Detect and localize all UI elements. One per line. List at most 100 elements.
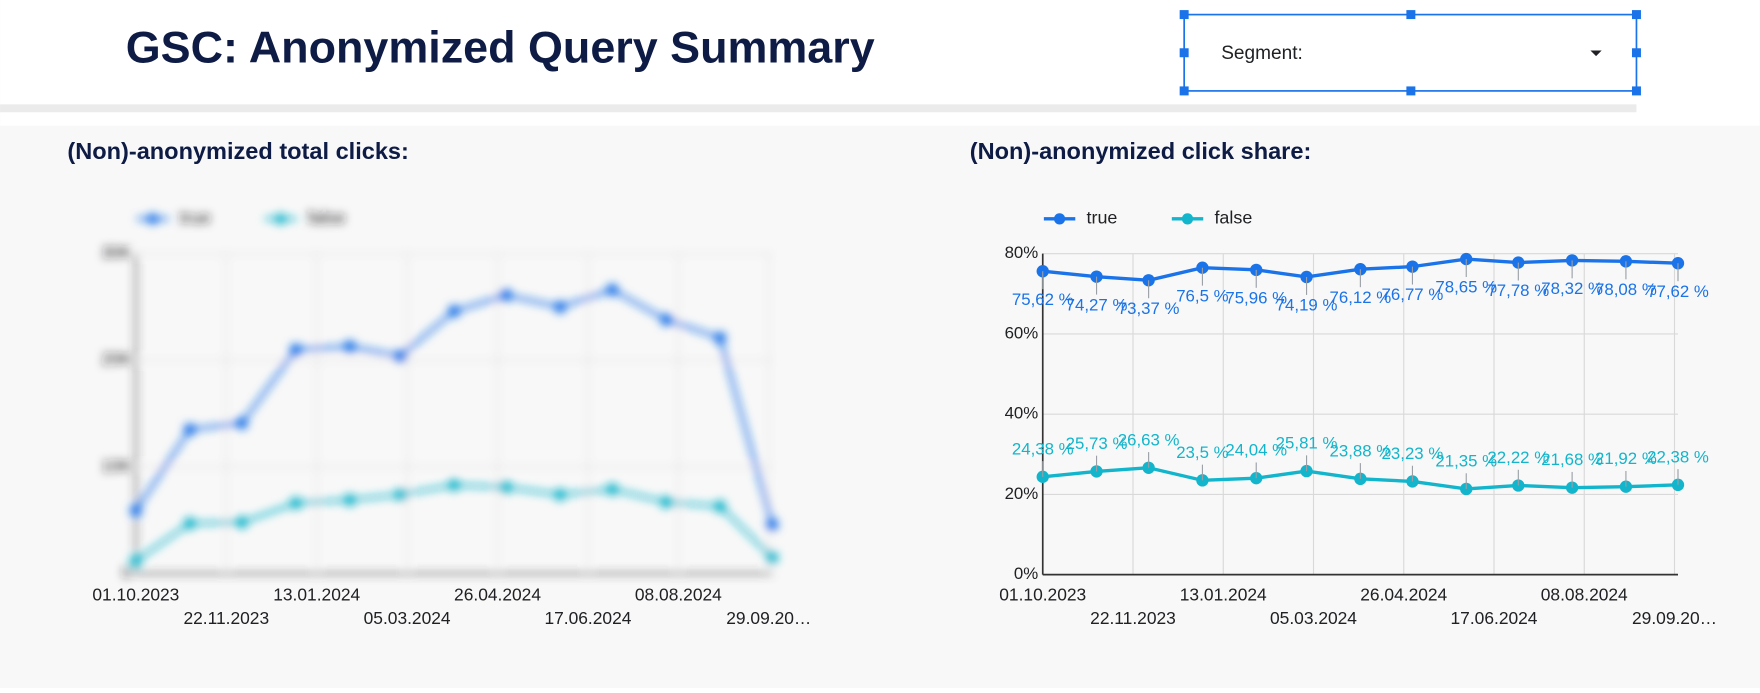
- legend-dot: [1053, 213, 1066, 225]
- data-point: [766, 518, 779, 531]
- data-point: [766, 551, 779, 564]
- data-label: 23,88 %: [1329, 441, 1391, 460]
- y-tick-label: 10K: [101, 456, 132, 475]
- data-label: 21,35 %: [1435, 451, 1497, 470]
- data-label: 25,73 %: [1066, 434, 1128, 453]
- data-label: 21,68 %: [1541, 450, 1603, 469]
- x-tick-label: 17.06.2024: [544, 608, 631, 628]
- header-divider: [0, 104, 1637, 113]
- segment-control[interactable]: Segment:: [1179, 10, 1641, 96]
- data-point: [500, 289, 513, 302]
- data-point: [606, 283, 619, 297]
- data-point: [183, 423, 196, 436]
- x-tick-label: 01.10.2023: [999, 585, 1086, 605]
- legend-label: true: [180, 208, 211, 228]
- x-tick-label: 05.03.2024: [1270, 608, 1357, 628]
- data-point: [129, 554, 143, 567]
- data-label: 22,22 %: [1487, 448, 1549, 467]
- legend-label: false: [308, 208, 346, 228]
- y-tick-label: 80%: [1005, 243, 1039, 262]
- segment-label: Segment:: [1221, 43, 1303, 64]
- data-label: 76,5 %: [1176, 286, 1228, 305]
- data-label: 75,96 %: [1225, 288, 1287, 307]
- data-point: [500, 480, 513, 494]
- y-tick-label: 0: [122, 563, 131, 582]
- page-title: GSC: Anonymized Query Summary: [126, 21, 875, 72]
- data-label: 78,65 %: [1435, 278, 1497, 297]
- x-tick-label: 29.09.20…: [1632, 608, 1717, 628]
- data-label: 25,81 %: [1276, 434, 1338, 453]
- data-label: 77,62 %: [1647, 282, 1709, 301]
- y-tick-label: 0%: [1014, 564, 1038, 583]
- data-label: 23,5 %: [1176, 443, 1228, 462]
- plot: 0 10K 20K 30K true false: [101, 208, 779, 582]
- legend-dot: [147, 213, 159, 225]
- data-point: [553, 300, 567, 314]
- data-point: [1250, 263, 1263, 277]
- y-tick-label: 30K: [101, 243, 132, 262]
- data-point: [1354, 263, 1367, 276]
- data-label: 77,78 %: [1487, 281, 1549, 300]
- x-tick-label: 01.10.2023: [92, 585, 179, 605]
- x-tick-label: 22.11.2023: [183, 608, 269, 628]
- data-point: [1300, 464, 1313, 478]
- data-point: [713, 500, 727, 513]
- data-point: [1671, 478, 1685, 492]
- chart: (Non)-anonymized click share: 0% 20% 40% 60%…: [970, 138, 1717, 628]
- data-point: [1196, 261, 1209, 274]
- data-point: [289, 343, 303, 356]
- data-label: 75,62 %: [1012, 290, 1074, 309]
- legend-dot: [275, 213, 287, 225]
- data-point: [393, 488, 407, 501]
- data-point: [606, 483, 619, 496]
- legend-dot: [1181, 213, 1194, 225]
- data-point: [447, 478, 461, 492]
- dropdown-arrow[interactable]: [1590, 50, 1602, 57]
- data-label: 24,04 %: [1225, 441, 1287, 460]
- data-point: [660, 313, 673, 326]
- y-tick-label: 20K: [101, 350, 132, 369]
- data-label: 23,23 %: [1382, 444, 1444, 463]
- data-point: [447, 305, 461, 318]
- x-tick-label: 29.09.20…: [726, 608, 811, 628]
- x-tick-label: 26.04.2024: [454, 585, 541, 605]
- data-label: 26,63 %: [1118, 430, 1180, 449]
- x-tick-label: 05.03.2024: [364, 608, 451, 628]
- data-label: 76,12 %: [1329, 288, 1391, 307]
- data-label: 76,77 %: [1382, 285, 1444, 304]
- data-label: 78,32 %: [1541, 279, 1603, 298]
- legend-label: true: [1087, 208, 1118, 228]
- x-tick-label: 08.08.2024: [1541, 585, 1628, 605]
- data-point: [1619, 480, 1633, 493]
- x-tick-label: 26.04.2024: [1360, 585, 1447, 605]
- y-tick-label: 60%: [1005, 323, 1039, 342]
- data-label: 24,38 %: [1012, 439, 1074, 458]
- selection-handles: [1179, 10, 1641, 96]
- y-tick-label: 20%: [1005, 484, 1039, 503]
- x-tick-label: 08.08.2024: [635, 585, 722, 605]
- x-tick-label: 22.11.2023: [1090, 608, 1176, 628]
- chart-title: (Non)-anonymized click share:: [970, 138, 1312, 164]
- x-tick-label: 17.06.2024: [1451, 608, 1538, 628]
- data-point: [343, 340, 356, 353]
- data-point: [660, 495, 673, 509]
- x-tick-label: 13.01.2024: [273, 585, 360, 605]
- legend-item: false: [264, 208, 346, 228]
- chart-title: (Non)-anonymized total clicks:: [67, 138, 408, 164]
- data-label: 73,37 %: [1118, 299, 1180, 318]
- data-point: [235, 516, 249, 529]
- data-point: [183, 517, 196, 530]
- data-point: [713, 331, 727, 345]
- data-label: 22,38 %: [1647, 447, 1709, 466]
- data-point: [343, 493, 356, 507]
- data-label: 74,19 %: [1276, 296, 1338, 315]
- legend-item: false: [1171, 208, 1252, 228]
- data-label: 78,08 %: [1595, 280, 1657, 299]
- y-tick-label: 40%: [1005, 404, 1039, 423]
- data-label: 74,27 %: [1066, 295, 1128, 314]
- data-point: [129, 504, 143, 517]
- legend-item: true: [1043, 208, 1118, 228]
- x-tick-label: 13.01.2024: [1180, 585, 1267, 605]
